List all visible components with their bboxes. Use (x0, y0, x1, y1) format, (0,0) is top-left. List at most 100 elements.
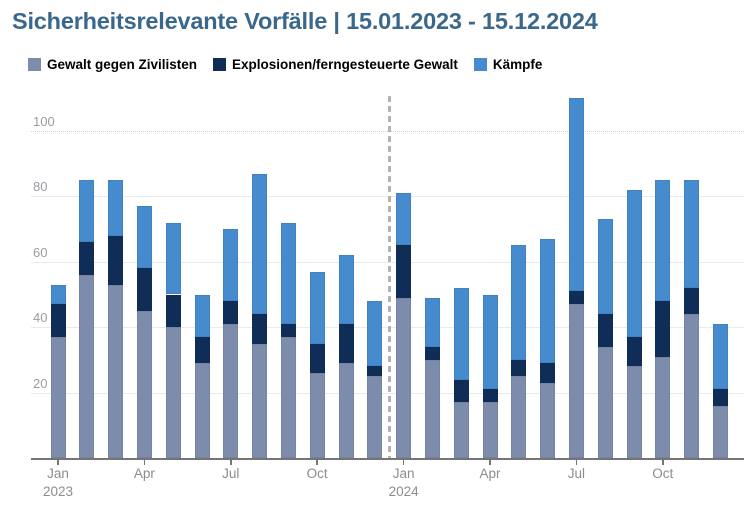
x-axis-year-label-2023: 2023 (42, 484, 74, 499)
legend-item-kaempfe: Kämpfe (473, 57, 542, 72)
bar-jan-2023-segment[interactable] (50, 304, 66, 337)
bar-jul-2023-segment[interactable] (223, 323, 239, 458)
legend-label: Gewalt gegen Zivilisten (47, 57, 198, 72)
year-separator-line (387, 96, 391, 458)
y-axis-label-100: 100 (33, 114, 55, 129)
bar-jun-2024-segment[interactable] (540, 382, 556, 458)
bar-may-2024-segment[interactable] (511, 359, 527, 377)
bar-nov-2023-segment[interactable] (338, 255, 354, 324)
bar-feb-2023-segment[interactable] (79, 242, 95, 275)
bar-nov-2023-segment[interactable] (338, 323, 354, 364)
bar-jan-2023-segment[interactable] (50, 337, 66, 458)
bar-mar-2024-segment[interactable] (453, 287, 469, 380)
bar-jul-2023-segment[interactable] (223, 301, 239, 324)
x-axis-label-oct: Oct (652, 466, 674, 481)
bar-jan-2023-segment[interactable] (50, 284, 66, 305)
bar-jan-2024-segment[interactable] (396, 297, 412, 458)
bar-nov-2023-segment[interactable] (338, 363, 354, 458)
x-tick-mark (662, 460, 664, 465)
y-axis-label-80: 80 (33, 179, 48, 195)
bar-oct-2024-segment[interactable] (655, 356, 671, 458)
gridline-100 (31, 131, 744, 132)
x-axis-label-jul: Jul (567, 466, 586, 481)
bar-mar-2023-segment[interactable] (108, 235, 124, 285)
bar-sep-2024-segment[interactable] (626, 337, 642, 367)
x-tick-mark (489, 460, 491, 465)
bar-aug-2023-segment[interactable] (252, 343, 268, 458)
bar-apr-2024-segment[interactable] (482, 402, 498, 458)
gridline-60 (31, 261, 744, 263)
gridline-80 (31, 196, 744, 198)
bar-may-2023-segment[interactable] (165, 294, 181, 328)
bar-jan-2024-segment[interactable] (396, 193, 412, 246)
bar-dec-2024-segment[interactable] (712, 405, 728, 458)
bar-aug-2024-segment[interactable] (597, 314, 613, 347)
bar-sep-2024-segment[interactable] (626, 189, 642, 337)
bar-dec-2024-segment[interactable] (712, 389, 728, 406)
bar-may-2023-segment[interactable] (165, 327, 181, 458)
bar-feb-2024-segment[interactable] (424, 346, 440, 360)
bar-mar-2024-segment[interactable] (453, 402, 469, 458)
bar-sep-2023-segment[interactable] (280, 337, 296, 458)
x-axis-label-apr: Apr (133, 466, 155, 481)
legend: Gewalt gegen Zivilisten Explosionen/fern… (28, 57, 542, 72)
bar-oct-2024-segment[interactable] (655, 180, 671, 302)
bar-nov-2024-segment[interactable] (684, 314, 700, 458)
bar-jun-2023-segment[interactable] (194, 294, 210, 337)
bar-nov-2024-segment[interactable] (684, 287, 700, 315)
bar-sep-2023-segment[interactable] (280, 323, 296, 337)
bar-jun-2023-segment[interactable] (194, 363, 210, 458)
bar-jun-2024-segment[interactable] (540, 363, 556, 383)
bar-apr-2024-segment[interactable] (482, 389, 498, 403)
y-axis-label-60: 60 (33, 244, 48, 260)
bar-aug-2024-segment[interactable] (597, 346, 613, 458)
bar-oct-2024-segment[interactable] (655, 301, 671, 357)
bar-may-2024-segment[interactable] (511, 376, 527, 458)
bar-jan-2024-segment[interactable] (396, 245, 412, 298)
bar-mar-2023-segment[interactable] (108, 284, 124, 458)
y-axis-label-20: 20 (33, 375, 48, 391)
legend-swatch-gewalt-icon (28, 58, 41, 71)
bar-dec-2023-segment[interactable] (367, 301, 383, 367)
bar-apr-2023-segment[interactable] (136, 206, 152, 269)
bar-may-2023-segment[interactable] (165, 222, 181, 295)
x-axis-line (31, 458, 744, 460)
bar-jul-2024-segment[interactable] (568, 98, 584, 292)
legend-swatch-explosionen-icon (213, 58, 227, 71)
gridline-20 (31, 392, 744, 394)
bar-nov-2024-segment[interactable] (684, 180, 700, 288)
bar-jul-2024-segment[interactable] (568, 304, 584, 458)
bar-aug-2023-segment[interactable] (252, 314, 268, 344)
bar-sep-2023-segment[interactable] (280, 222, 296, 324)
bar-dec-2023-segment[interactable] (367, 366, 383, 377)
bar-aug-2023-segment[interactable] (252, 173, 268, 315)
bar-may-2024-segment[interactable] (511, 245, 527, 360)
bar-oct-2023-segment[interactable] (309, 343, 325, 373)
bar-apr-2024-segment[interactable] (482, 294, 498, 390)
bar-dec-2023-segment[interactable] (367, 376, 383, 458)
gridline-40 (31, 327, 744, 329)
bar-oct-2023-segment[interactable] (309, 372, 325, 458)
bar-oct-2023-segment[interactable] (309, 271, 325, 344)
bar-apr-2023-segment[interactable] (136, 310, 152, 458)
bar-jun-2023-segment[interactable] (194, 337, 210, 364)
bar-mar-2023-segment[interactable] (108, 180, 124, 236)
bar-jul-2023-segment[interactable] (223, 229, 239, 302)
bar-feb-2024-segment[interactable] (424, 297, 440, 347)
bar-aug-2024-segment[interactable] (597, 219, 613, 315)
x-tick-mark (143, 460, 146, 465)
bar-sep-2024-segment[interactable] (626, 366, 642, 458)
bar-jun-2024-segment[interactable] (540, 238, 556, 364)
bar-feb-2023-segment[interactable] (79, 274, 95, 458)
bar-apr-2023-segment[interactable] (136, 268, 152, 311)
bar-feb-2023-segment[interactable] (79, 180, 95, 243)
bar-mar-2024-segment[interactable] (453, 379, 469, 403)
x-tick-mark (575, 460, 578, 465)
legend-swatch-kaempfe-icon (473, 58, 487, 71)
bar-jul-2024-segment[interactable] (568, 291, 584, 305)
bar-dec-2024-segment[interactable] (712, 323, 728, 390)
bar-feb-2024-segment[interactable] (424, 359, 440, 458)
x-axis-label-jan: Jan (47, 466, 69, 481)
